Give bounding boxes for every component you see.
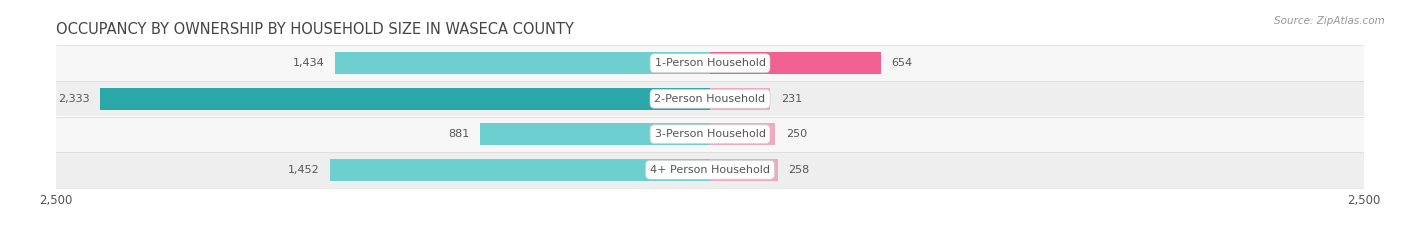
Bar — [56, 81, 1364, 116]
Bar — [335, 52, 710, 74]
Bar — [710, 88, 770, 110]
Bar — [56, 152, 1364, 188]
Bar — [710, 159, 778, 181]
Bar — [710, 52, 882, 74]
Text: 654: 654 — [891, 58, 912, 68]
Text: 258: 258 — [787, 165, 810, 175]
Bar — [56, 45, 1364, 81]
Bar — [56, 116, 1364, 152]
Text: 3-Person Household: 3-Person Household — [655, 129, 765, 139]
Text: 4+ Person Household: 4+ Person Household — [650, 165, 770, 175]
Text: Source: ZipAtlas.com: Source: ZipAtlas.com — [1274, 16, 1385, 26]
Text: 250: 250 — [786, 129, 807, 139]
Text: 1-Person Household: 1-Person Household — [655, 58, 765, 68]
Text: 1,452: 1,452 — [288, 165, 319, 175]
Text: 2-Person Household: 2-Person Household — [654, 94, 766, 104]
Text: 881: 881 — [449, 129, 470, 139]
Text: 2,333: 2,333 — [58, 94, 90, 104]
Text: 1,434: 1,434 — [292, 58, 325, 68]
Bar — [479, 123, 710, 145]
Bar — [330, 159, 710, 181]
Bar — [710, 123, 776, 145]
Text: 231: 231 — [780, 94, 801, 104]
Text: OCCUPANCY BY OWNERSHIP BY HOUSEHOLD SIZE IN WASECA COUNTY: OCCUPANCY BY OWNERSHIP BY HOUSEHOLD SIZE… — [56, 22, 574, 37]
Bar — [100, 88, 710, 110]
